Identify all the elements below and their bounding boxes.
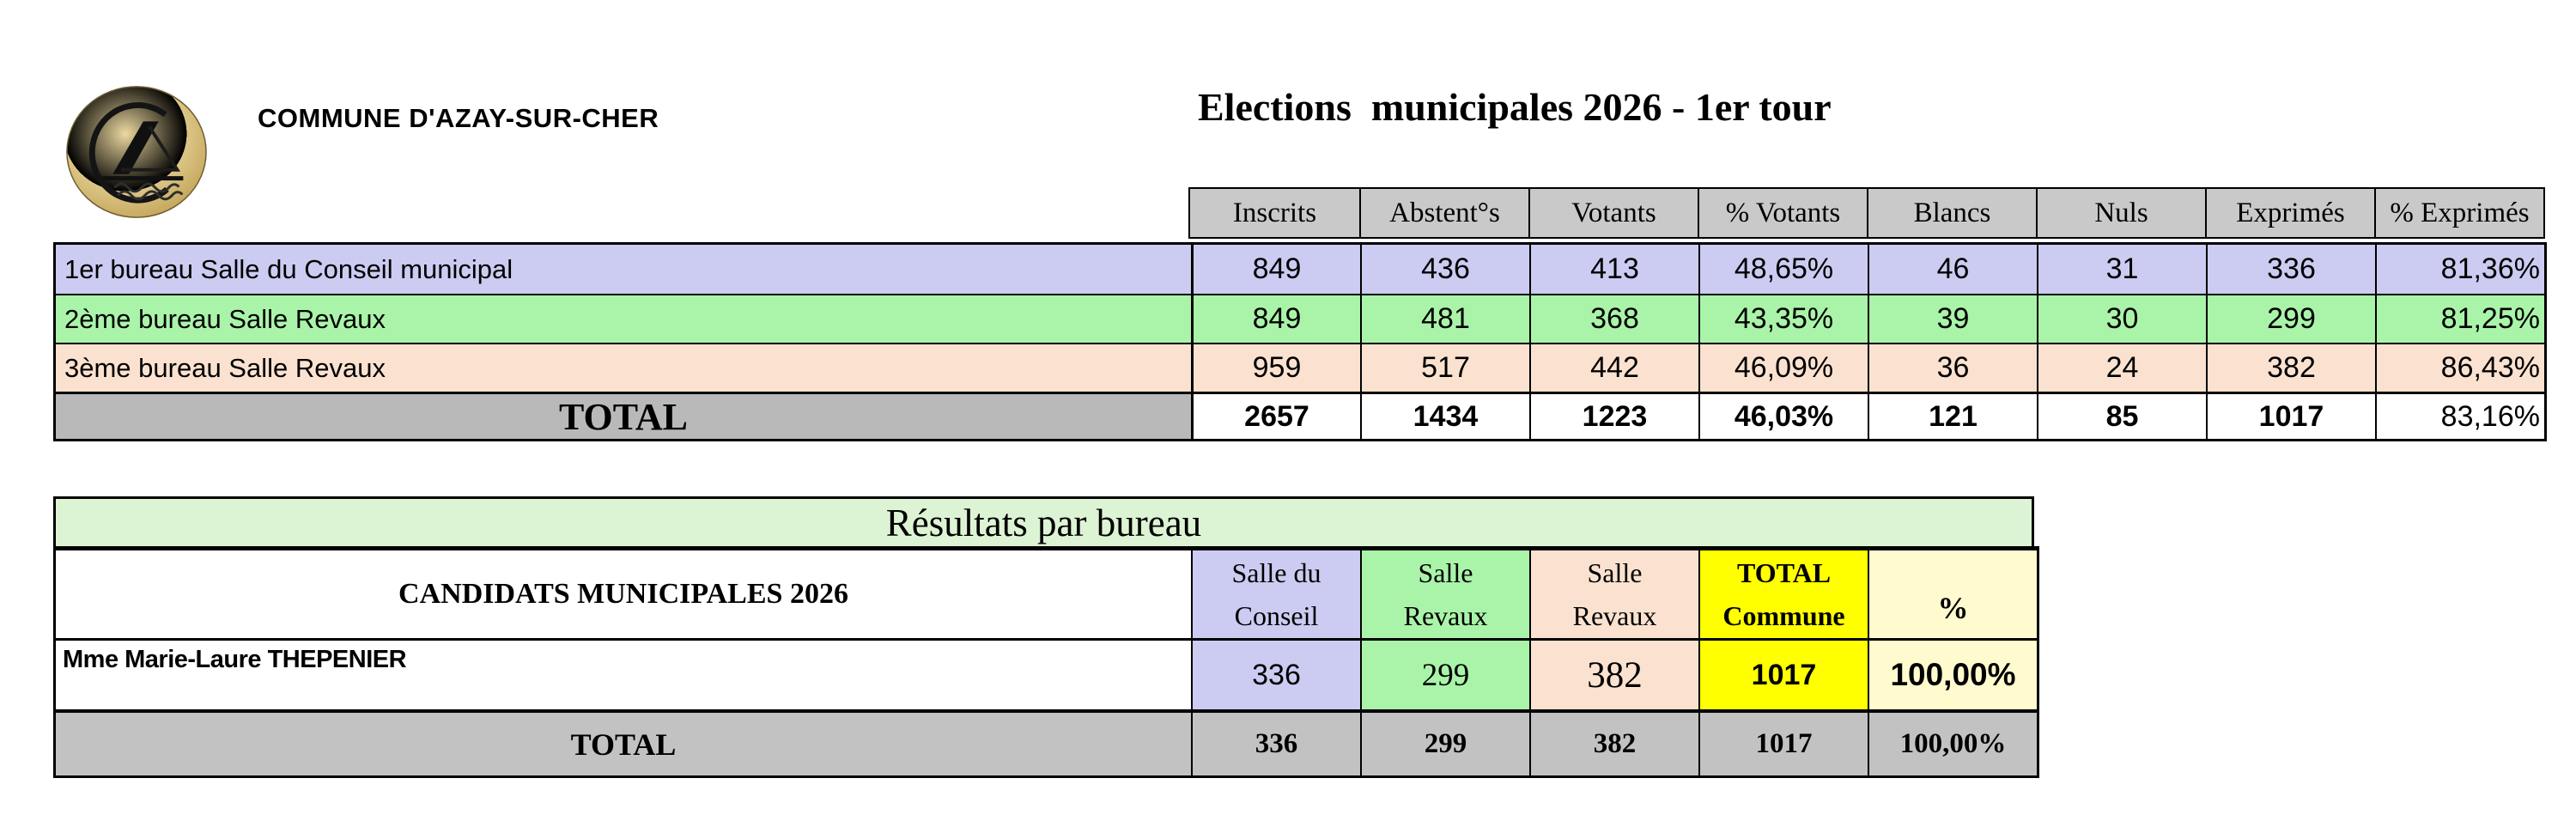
table-cell: 30: [2037, 294, 2206, 343]
table-cell: 1017: [2206, 392, 2375, 439]
table-cell: 2657: [1191, 392, 1360, 439]
candidates-header-label: CANDIDATS MUNICIPALES 2026: [398, 578, 848, 610]
header-line: Salle: [1418, 557, 1473, 588]
page-title: Elections municipales 2026 - 1er tour: [1198, 85, 1832, 129]
candidate-name: Mme Marie-Laure THEPENIER: [63, 646, 407, 673]
col-header-votants: Votants: [1528, 189, 1698, 237]
table-cell: 81,25%: [2375, 294, 2544, 343]
table-cell: 86,43%: [2375, 343, 2544, 392]
table1-total-label: TOTAL: [56, 392, 1191, 439]
table-cell: 336: [1191, 713, 1360, 775]
table-cell: 39: [1868, 294, 2037, 343]
table-cell: 31: [2037, 245, 2206, 294]
commune-name: COMMUNE D'AZAY-SUR-CHER: [258, 103, 659, 133]
results-table-body: 1er bureau Salle du Conseil municipal 84…: [53, 242, 2547, 441]
table-cell: 46,03%: [1698, 392, 1868, 439]
candidate-row: Mme Marie-Laure THEPENIER 336 299 382 10…: [53, 641, 2039, 709]
table-cell: 382: [1529, 641, 1698, 709]
col-header-blancs: Blancs: [1867, 189, 2036, 237]
table-cell: 43,35%: [1698, 294, 1868, 343]
table2-total-label: TOTAL: [56, 713, 1191, 775]
table-cell: 1017: [1698, 713, 1868, 775]
header-line: Salle: [1587, 557, 1643, 588]
candidates-total-row: TOTAL 336 299 382 1017 100,00%: [53, 709, 2039, 778]
bureau-1-label: 1er bureau Salle du Conseil municipal: [56, 245, 1191, 294]
table-cell: 336: [2206, 245, 2375, 294]
col-header-inscrits: Inscrits: [1190, 189, 1359, 237]
table-cell: 299: [1360, 713, 1529, 775]
table-cell: 382: [1529, 713, 1698, 775]
table-cell: 517: [1360, 343, 1529, 392]
table-cell: 83,16%: [2375, 392, 2544, 439]
table-cell: 436: [1360, 245, 1529, 294]
header-line: Conseil: [1234, 600, 1319, 631]
table-cell: 100,00%: [1868, 713, 2037, 775]
table-cell: 442: [1529, 343, 1698, 392]
header-line: Revaux: [1572, 600, 1657, 631]
header-line: TOTAL: [1736, 557, 1832, 588]
table-cell: 48,65%: [1698, 245, 1868, 294]
results-table-header: Inscrits Abstent°s Votants % Votants Bla…: [1188, 187, 2545, 239]
col-header-pct-exprimes: % Exprimés: [2374, 189, 2543, 237]
table-cell: 959: [1191, 343, 1360, 392]
table-cell: 481: [1360, 294, 1529, 343]
table-cell: 336: [1191, 641, 1360, 709]
col-header-abstentions: Abstent°s: [1359, 189, 1528, 237]
results-by-bureau-title: Résultats par bureau: [53, 496, 2034, 546]
header-line: Salle du: [1231, 557, 1321, 588]
table-cell: 46,09%: [1698, 343, 1868, 392]
col-header-total-commune: TOTAL Commune: [1698, 550, 1868, 638]
col-header-pct-votants: % Votants: [1698, 189, 1867, 237]
table-cell: 1017: [1698, 641, 1868, 709]
table-cell: 1434: [1360, 392, 1529, 439]
table-cell: 36: [1868, 343, 2037, 392]
bureau-3-label: 3ème bureau Salle Revaux: [56, 343, 1191, 392]
table-cell: 85: [2037, 392, 2206, 439]
header-line: Revaux: [1403, 600, 1488, 631]
table-cell: 1223: [1529, 392, 1698, 439]
table-cell: 413: [1529, 245, 1698, 294]
header-line: Commune: [1722, 600, 1845, 631]
table-cell: 382: [2206, 343, 2375, 392]
col-header-nuls: Nuls: [2036, 189, 2205, 237]
col-header-salle-revaux-2: Salle Revaux: [1360, 550, 1529, 638]
col-header-percent: %: [1868, 550, 2037, 638]
candidates-table-header: CANDIDATS MUNICIPALES 2026 Salle du Cons…: [53, 546, 2039, 641]
table-cell: 849: [1191, 294, 1360, 343]
col-header-salle-revaux-3: Salle Revaux: [1529, 550, 1698, 638]
table-cell: 81,36%: [2375, 245, 2544, 294]
col-header-salle-conseil: Salle du Conseil: [1191, 550, 1360, 638]
table-cell: 46: [1868, 245, 2037, 294]
commune-seal-logo: [66, 86, 207, 218]
table-cell: 100,00%: [1868, 641, 2037, 709]
header-line: %: [1937, 591, 1969, 625]
table-cell: 849: [1191, 245, 1360, 294]
table-cell: 299: [1360, 641, 1529, 709]
table-cell: 299: [2206, 294, 2375, 343]
col-header-exprimes: Exprimés: [2205, 189, 2374, 237]
table-cell: 121: [1868, 392, 2037, 439]
table-cell: 368: [1529, 294, 1698, 343]
table-cell: 24: [2037, 343, 2206, 392]
bureau-2-label: 2ème bureau Salle Revaux: [56, 294, 1191, 343]
